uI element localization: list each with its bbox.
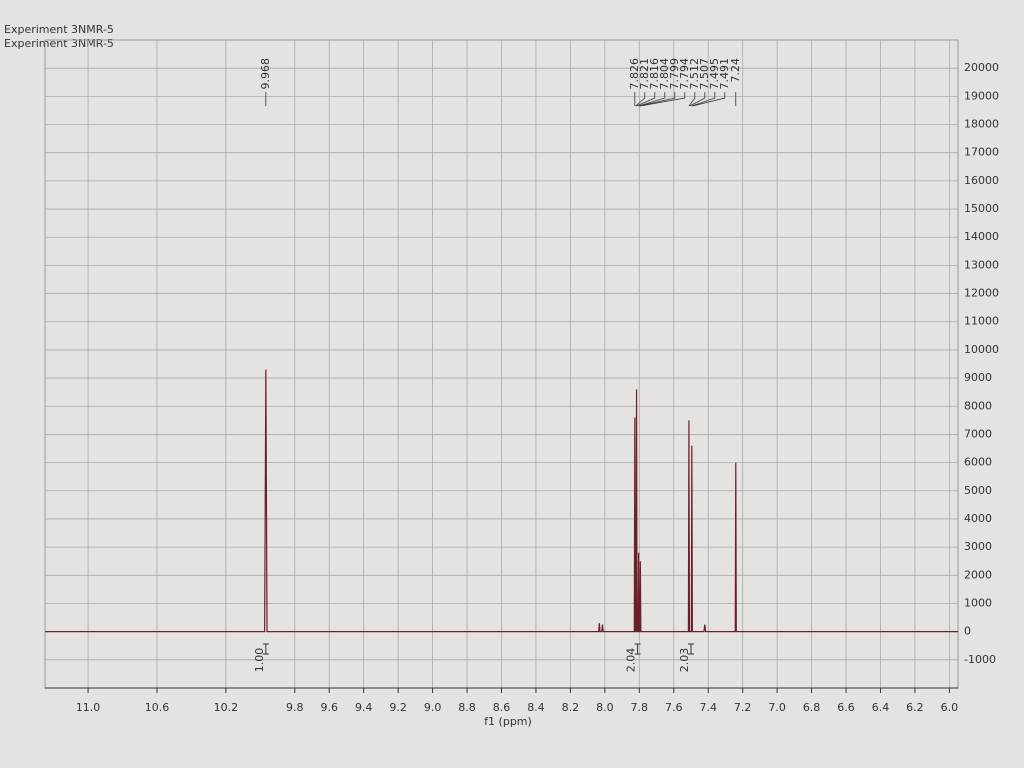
peak-connector [691, 92, 716, 107]
integral-label: 2.03 [678, 648, 691, 673]
peak-connector [635, 92, 646, 107]
y-tick-label: 9000 [964, 371, 992, 384]
y-tick-label: 18000 [964, 118, 999, 131]
x-tick-label: 7.8 [631, 701, 649, 714]
y-tick-label: 0 [964, 625, 971, 638]
x-tick-label: 8.6 [493, 701, 511, 714]
y-tick-label: 5000 [964, 484, 992, 497]
y-tick-label: 11000 [964, 315, 999, 328]
peak-label: 7.507 [698, 58, 711, 90]
x-tick-label: 7.0 [768, 701, 786, 714]
x-tick-label: 8.2 [562, 701, 580, 714]
y-tick-label: 13000 [964, 258, 999, 271]
peak-label: 7.816 [648, 58, 661, 90]
y-tick-label: 10000 [964, 343, 999, 356]
peak-label: 7.495 [708, 58, 721, 90]
integral-bracket [262, 643, 269, 655]
y-tick-label: 4000 [964, 512, 992, 525]
y-tick-label: 2000 [964, 568, 992, 581]
x-tick-label: 9.6 [320, 701, 338, 714]
x-tick-label: 9.2 [389, 701, 407, 714]
integral-bracket [634, 643, 641, 655]
peak-label: 7.799 [668, 58, 681, 90]
y-tick-label: -1000 [964, 653, 996, 666]
peak-connector [640, 92, 686, 107]
x-tick-label: 6.0 [941, 701, 959, 714]
peak-connector [639, 92, 676, 107]
peak-connector [689, 92, 706, 107]
x-tick-label: 8.0 [596, 701, 614, 714]
peak-label: 7.826 [628, 58, 641, 90]
x-tick-label: 7.4 [699, 701, 717, 714]
y-tick-label: 6000 [964, 456, 992, 469]
x-tick-label: 6.2 [906, 701, 924, 714]
x-tick-label: 6.4 [872, 701, 890, 714]
x-tick-label: 6.6 [837, 701, 855, 714]
x-tick-label: 8.4 [527, 701, 545, 714]
y-tick-label: 1000 [964, 596, 992, 609]
y-tick-label: 17000 [964, 146, 999, 159]
peak-label: 7.24 [729, 58, 742, 83]
y-tick-label: 3000 [964, 540, 992, 553]
peak-connector [638, 92, 666, 107]
x-tick-label: 9.4 [355, 701, 373, 714]
y-tick-label: 14000 [964, 230, 999, 243]
chart-subtitle: Experiment 3NMR-5 [4, 37, 114, 50]
integral-label: 2.04 [625, 648, 638, 673]
y-tick-label: 16000 [964, 174, 999, 187]
y-tick-label: 12000 [964, 287, 999, 300]
y-tick-label: 8000 [964, 399, 992, 412]
x-tick-label: 6.8 [803, 701, 821, 714]
x-axis-title: f1 (ppm) [484, 715, 532, 728]
peak-connector [688, 92, 696, 107]
x-tick-label: 8.8 [458, 701, 476, 714]
x-tick-label: 9.8 [286, 701, 304, 714]
x-tick-label: 10.6 [145, 701, 170, 714]
peak-connector [692, 92, 726, 107]
peak-label: 7.821 [638, 58, 651, 90]
peak-label: 7.794 [678, 58, 691, 90]
peak-label: 9.968 [259, 58, 272, 90]
x-tick-label: 7.6 [665, 701, 683, 714]
x-tick-label: 10.2 [214, 701, 239, 714]
integral-label: 1.00 [253, 648, 266, 673]
x-tick-label: 7.2 [734, 701, 752, 714]
integral-bracket [687, 643, 694, 655]
y-tick-label: 15000 [964, 202, 999, 215]
peak-label: 7.512 [688, 58, 701, 90]
y-tick-label: 20000 [964, 61, 999, 74]
spectrum [45, 369, 958, 633]
y-tick-label: 19000 [964, 89, 999, 102]
peak-label: 7.804 [658, 58, 671, 90]
chart-title: Experiment 3NMR-5 [4, 23, 114, 36]
x-tick-label: 11.0 [76, 701, 101, 714]
peak-connector [636, 92, 656, 107]
x-tick-label: 9.0 [424, 701, 442, 714]
y-tick-label: 7000 [964, 427, 992, 440]
peak-label: 7.491 [718, 58, 731, 90]
